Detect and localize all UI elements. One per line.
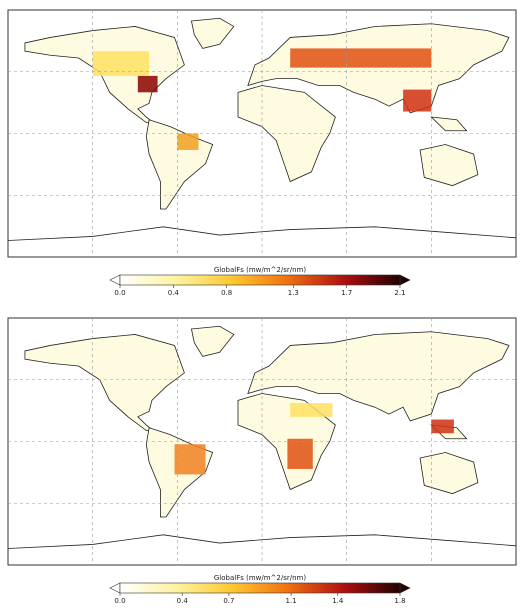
colorbar-tick-label: 0.4	[168, 289, 180, 297]
colorbar-tick-label: 0.4	[177, 597, 189, 605]
colorbar-end	[109, 274, 121, 286]
colorbar	[119, 274, 401, 286]
colorbar	[119, 582, 401, 594]
colorbar-end	[399, 582, 411, 594]
hotspot	[174, 444, 206, 475]
colorbar-end	[109, 582, 121, 594]
hotspot	[92, 51, 150, 76]
colorbar-tick-label: 0.8	[221, 289, 232, 297]
hotspot	[290, 403, 333, 417]
colorbar-tick-label: 0.7	[223, 597, 234, 605]
hotspot	[290, 48, 432, 68]
hotspot	[137, 75, 158, 93]
colorbar-tick-label: 1.3	[288, 289, 299, 297]
hotspot	[287, 438, 313, 469]
hotspot	[177, 133, 199, 150]
hotspot	[431, 419, 454, 434]
colorbar-tick-label: 1.4	[332, 597, 344, 605]
colorbar-tick-label: 1.8	[394, 597, 405, 605]
map	[7, 325, 517, 550]
colorbar-tick-label: 0.0	[114, 289, 125, 297]
colorbar-end	[399, 274, 411, 286]
colorbar-label: GlobalFs (mw/m^2/sr/nm)	[214, 266, 306, 274]
map	[7, 17, 517, 242]
colorbar-tick-label: 0.0	[114, 597, 125, 605]
colorbar-label: GlobalFs (mw/m^2/sr/nm)	[214, 574, 306, 582]
colorbar-tick-label: 1.7	[341, 289, 352, 297]
colorbar-tick-label: 1.1	[286, 597, 297, 605]
colorbar-tick-label: 2.1	[394, 289, 405, 297]
hotspot	[403, 89, 432, 112]
